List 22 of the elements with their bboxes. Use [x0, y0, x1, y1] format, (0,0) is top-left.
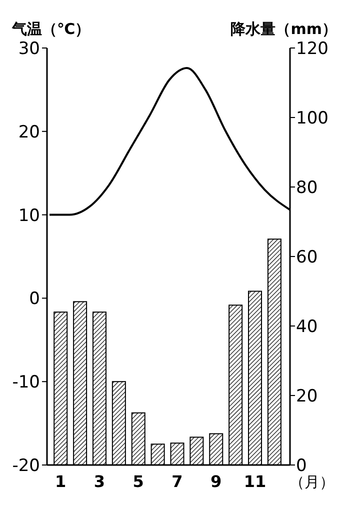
x-tick-label: 11 — [244, 472, 266, 491]
x-tick-label: 7 — [172, 472, 183, 491]
y-axis-title: 气温（℃） — [11, 20, 90, 38]
y-tick-label: 20 — [18, 122, 40, 142]
y2-tick-label: 40 — [296, 316, 318, 337]
y-tick-label: -20 — [12, 456, 40, 476]
x-tick-label: 3 — [94, 472, 106, 491]
y-tick-label: 0 — [29, 289, 40, 310]
x-tick-label: 1 — [55, 472, 66, 491]
y2-axis-title: 降水量（mm） — [230, 20, 337, 38]
y2-tick-label: 60 — [296, 247, 318, 268]
x-tick-label: 9 — [210, 472, 222, 491]
y-tick-label: 30 — [18, 38, 40, 59]
y2-tick-label: 100 — [296, 108, 328, 128]
y2-tick-label: 0 — [296, 456, 307, 476]
y-tick-label: -10 — [12, 372, 40, 393]
y2-tick-label: 80 — [296, 178, 318, 198]
y-tick-label: 10 — [18, 206, 40, 226]
x-axis-title: （月） — [290, 473, 334, 491]
y2-tick-label: 120 — [296, 38, 328, 59]
y2-tick-label: 20 — [296, 386, 318, 406]
x-tick-label: 5 — [132, 472, 144, 491]
